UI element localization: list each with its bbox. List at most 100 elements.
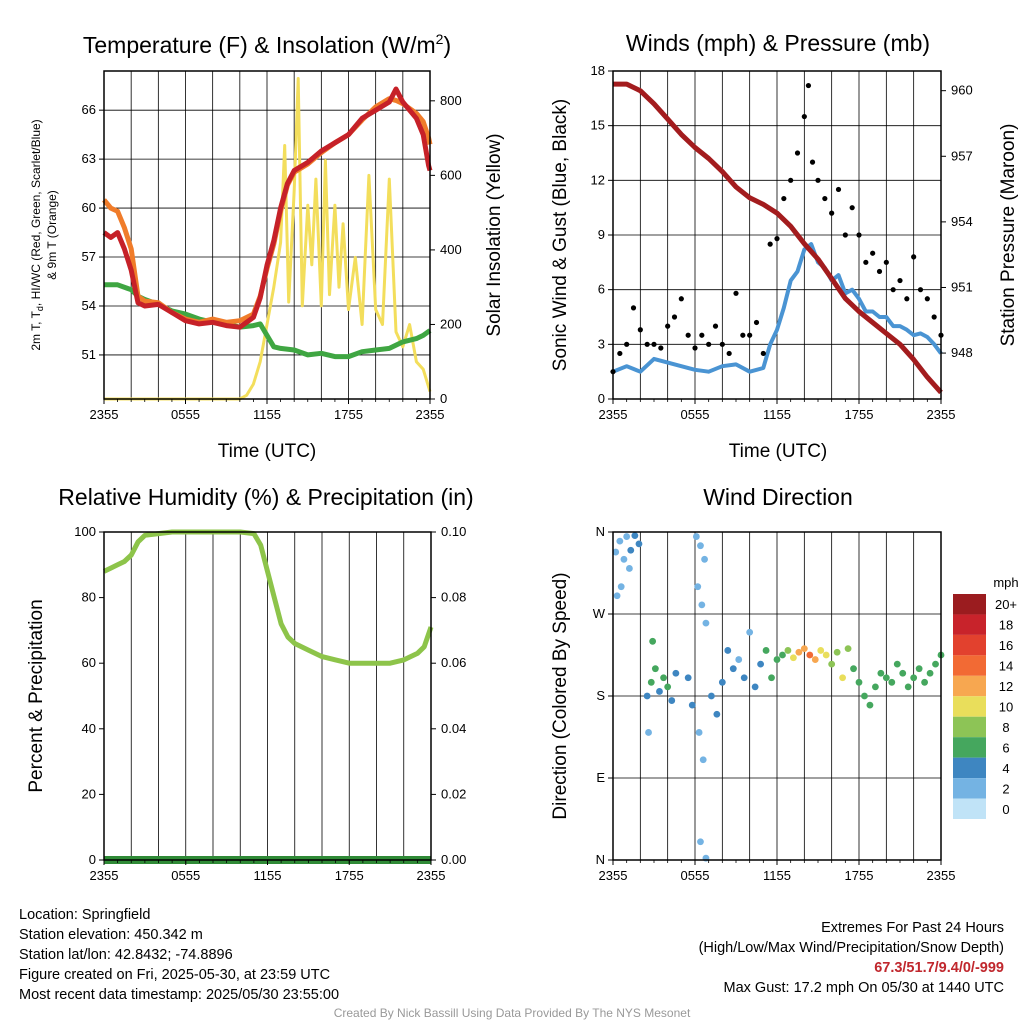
direction-point bbox=[708, 692, 715, 700]
direction-point bbox=[626, 565, 633, 572]
wind-series bbox=[610, 81, 944, 395]
direction-point bbox=[627, 546, 635, 554]
colorbar-label: 0 bbox=[1002, 802, 1009, 817]
direction-point bbox=[828, 660, 836, 668]
extremes-title: Extremes For Past 24 Hours bbox=[821, 920, 1004, 936]
direction-point bbox=[773, 656, 781, 663]
direction-point bbox=[688, 701, 696, 709]
direction-point bbox=[735, 656, 743, 663]
gust-point bbox=[883, 259, 889, 265]
direction-point bbox=[692, 533, 700, 540]
colorbar-label: 12 bbox=[999, 679, 1013, 694]
direction-point bbox=[695, 729, 703, 736]
gust-point bbox=[733, 290, 739, 296]
wind-ticks: 2355 0555 1155 1755 235503691215189489519549… bbox=[591, 63, 973, 422]
temp-xtick-label: 0555 bbox=[171, 407, 200, 422]
colorbar-swatch bbox=[953, 696, 986, 717]
gust-point bbox=[849, 205, 855, 211]
direction-point bbox=[888, 678, 896, 686]
dir-xtick-label: 1755 bbox=[845, 868, 874, 883]
temp-ytick-label: 66 bbox=[82, 102, 96, 117]
colorbar-swatch bbox=[953, 614, 986, 635]
colorbar-label: 20+ bbox=[995, 597, 1017, 612]
gust-point bbox=[678, 296, 684, 302]
gust-point bbox=[617, 350, 623, 357]
colorbar-swatch bbox=[953, 737, 986, 758]
gust-point bbox=[671, 314, 678, 320]
wind-xtick-label: 1155 bbox=[763, 407, 791, 422]
direction-point bbox=[833, 648, 841, 656]
gust-point bbox=[699, 332, 705, 338]
direction-point bbox=[740, 674, 748, 682]
rh-xtick-label: 2355 bbox=[90, 868, 119, 883]
direction-point bbox=[872, 683, 879, 691]
gust-point bbox=[781, 195, 787, 202]
direction-point bbox=[713, 710, 721, 718]
max-gust: Max Gust: 17.2 mph On 05/30 at 1440 UTC bbox=[723, 980, 1004, 996]
temp2m-line bbox=[102, 86, 433, 330]
temp-y2tick-label: 600 bbox=[440, 167, 462, 182]
direction-point bbox=[811, 656, 819, 663]
dir-ylabel-left: Direction (Colored By Speed) bbox=[550, 572, 571, 819]
direction-point bbox=[904, 683, 912, 691]
gust-point bbox=[856, 232, 862, 238]
gust-point bbox=[747, 332, 753, 338]
gust-point bbox=[706, 341, 712, 347]
rh-y2tick-label: 0.10 bbox=[441, 524, 466, 539]
gust-point bbox=[774, 236, 780, 242]
gust-point bbox=[740, 332, 746, 338]
direction-point bbox=[882, 674, 890, 682]
wind-y2tick-label: 951 bbox=[951, 279, 973, 294]
gust-point bbox=[805, 82, 812, 89]
wind-ylabel-right: Station Pressure (Maroon) bbox=[998, 124, 1019, 347]
direction-point bbox=[795, 648, 803, 656]
colorbar-label: 16 bbox=[999, 638, 1013, 653]
rh-y2tick-label: 0.08 bbox=[441, 590, 466, 605]
gust-point bbox=[651, 341, 657, 347]
rh-ytick-label: 20 bbox=[82, 786, 96, 801]
direction-point bbox=[926, 669, 934, 677]
colorbar-swatch bbox=[953, 655, 986, 676]
gust-point bbox=[924, 296, 930, 302]
direction-point bbox=[861, 692, 868, 700]
direction-point bbox=[817, 647, 825, 654]
wind-ylabel-left: Sonic Wind & Gust (Blue, Black) bbox=[550, 99, 571, 371]
dir-xtick-label: 1155 bbox=[763, 868, 791, 883]
rh-ytick-label: 100 bbox=[74, 524, 96, 539]
rh-xtick-label: 0555 bbox=[171, 868, 200, 883]
direction-point bbox=[724, 647, 732, 654]
rh-grid bbox=[130, 532, 405, 860]
wind-ytick-label: 3 bbox=[598, 336, 605, 351]
temp-y2tick-label: 200 bbox=[440, 316, 462, 331]
direction-point bbox=[729, 665, 737, 673]
rh-panel-title: Relative Humidity (%) & Precipitation (i… bbox=[58, 484, 473, 510]
gust-point bbox=[842, 232, 848, 238]
wind-ytick-label: 0 bbox=[598, 391, 605, 406]
gust-point bbox=[692, 345, 698, 351]
wind-ytick-label: 18 bbox=[591, 63, 605, 78]
colorbar-swatch bbox=[953, 716, 986, 738]
temp-ytick-label: 63 bbox=[82, 151, 96, 166]
direction-point bbox=[921, 678, 928, 686]
temp-ylabel-right: Solar Insolation (Yellow) bbox=[484, 133, 505, 336]
direction-point bbox=[635, 540, 643, 548]
direction-point bbox=[839, 674, 846, 682]
direction-point bbox=[866, 701, 874, 709]
wind-ytick-label: 12 bbox=[591, 172, 605, 187]
dir-panel-title: Wind Direction bbox=[703, 484, 853, 510]
direction-point bbox=[701, 555, 708, 563]
direction-point bbox=[649, 637, 657, 645]
temp-xtick-label: 2355 bbox=[90, 407, 119, 422]
temp-ticks: 2355 0555 1155 1755 2355 51 54 57 60 63 66 0 200 400 6… bbox=[82, 93, 462, 422]
credit-line: Created By Nick Bassill Using Data Provi… bbox=[333, 1006, 691, 1020]
wind-xlabel: Time (UTC) bbox=[729, 441, 828, 462]
gust-point bbox=[904, 296, 910, 302]
temp-ytick-label: 57 bbox=[82, 249, 96, 264]
figure-created: Figure created on Fri, 2025-05-30, at 23… bbox=[19, 967, 331, 983]
direction-point bbox=[631, 532, 639, 540]
dir-ytick-label: N bbox=[596, 852, 605, 867]
dir-ytick-label: N bbox=[596, 524, 605, 539]
rh-xtick-label: 1755 bbox=[335, 868, 364, 883]
gust-point bbox=[897, 277, 903, 284]
